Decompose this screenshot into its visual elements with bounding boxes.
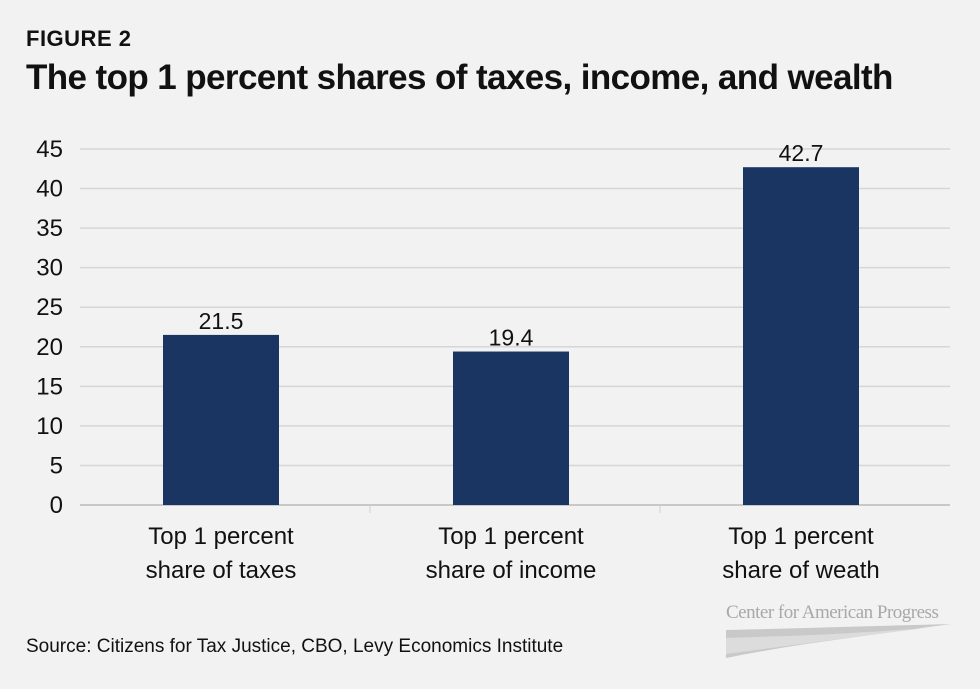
- y-tick-label: 40: [36, 176, 63, 203]
- data-label: 19.4: [489, 325, 534, 351]
- bar: [163, 334, 279, 505]
- y-tick-label: 25: [36, 294, 63, 321]
- y-tick-label: 15: [36, 373, 63, 400]
- logo-swoosh-icon: [726, 624, 951, 658]
- x-category-label: share of income: [426, 557, 597, 584]
- logo-text: Center for American Progress: [726, 602, 939, 623]
- y-tick-label: 45: [36, 136, 63, 163]
- y-tick-label: 35: [36, 215, 63, 242]
- x-category-label: Top 1 percent: [148, 523, 294, 550]
- cap-logo: Center for American Progress: [726, 602, 956, 664]
- source-note: Source: Citizens for Tax Justice, CBO, L…: [26, 636, 564, 657]
- figure-label: FIGURE 2: [26, 26, 132, 51]
- x-category-label: share of weath: [722, 557, 879, 584]
- y-tick-label: 10: [36, 413, 63, 440]
- y-tick-label: 5: [50, 452, 63, 479]
- chart-title: The top 1 percent shares of taxes, incom…: [26, 58, 893, 97]
- x-category-label: Top 1 percent: [438, 523, 584, 550]
- x-category-label: Top 1 percent: [728, 523, 874, 550]
- y-tick-label: 0: [50, 492, 63, 519]
- y-tick-label: 30: [36, 255, 63, 282]
- bar: [743, 167, 859, 505]
- x-category-label: share of taxes: [146, 557, 297, 584]
- y-tick-label: 20: [36, 334, 63, 361]
- data-label: 21.5: [199, 308, 244, 334]
- data-label: 42.7: [779, 140, 824, 166]
- bar: [453, 351, 569, 505]
